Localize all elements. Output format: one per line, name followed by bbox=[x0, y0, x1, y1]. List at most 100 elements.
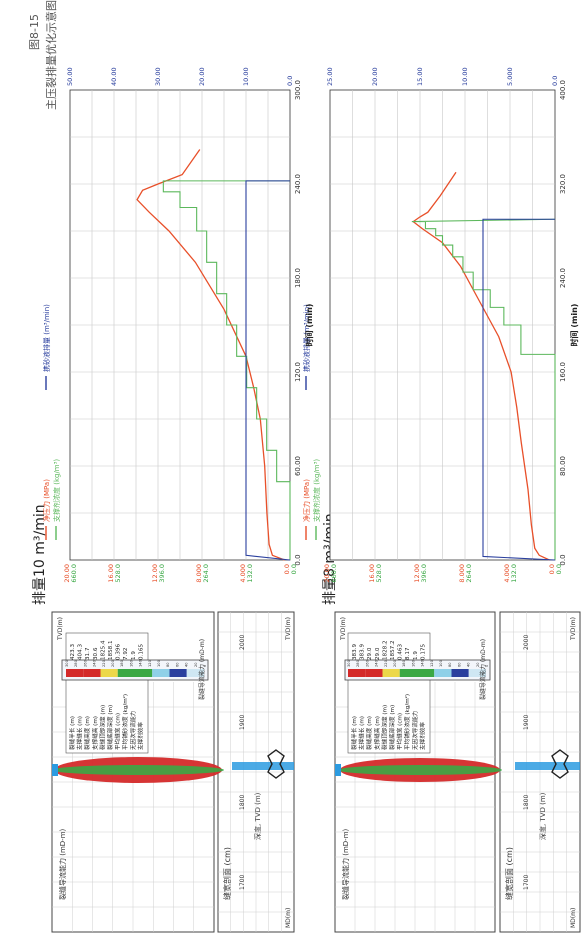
wellbore-marker bbox=[232, 762, 294, 770]
y-tick-label: 16.00 bbox=[368, 564, 376, 583]
stat-value: 0.175 bbox=[420, 644, 426, 660]
stat-value: 31.7 bbox=[85, 647, 91, 660]
colorbar-tick: 200 bbox=[393, 659, 397, 667]
depth-tick: 1900 bbox=[239, 715, 246, 730]
colorbar-tick: 240 bbox=[93, 659, 97, 667]
stat-label: 支撑剂效率 bbox=[136, 722, 144, 750]
series-line bbox=[411, 218, 556, 560]
caption-number: 图8-15 bbox=[28, 14, 41, 50]
colorbar-tick: 80 bbox=[166, 662, 170, 667]
colorbar-tick: 180 bbox=[120, 659, 124, 667]
colorbar-swatch bbox=[417, 669, 435, 677]
y2-tick-label: 40.00 bbox=[110, 67, 118, 86]
stat-value: 1857.2 bbox=[390, 640, 396, 660]
colorbar-swatch bbox=[186, 669, 204, 677]
y-tick-label: 528.0 bbox=[114, 564, 122, 583]
stat-label: 平均缝宽 (cm) bbox=[114, 713, 122, 750]
y-tick-label: 20.00 bbox=[63, 564, 71, 583]
series-line bbox=[136, 149, 285, 561]
legend-label: 净压力 (MPa) bbox=[302, 479, 311, 522]
conductivity-panel: 裂缝导流能力 (mD-m) TVD(m) 裂缝半长 (m) 423.3 支撑缝长 (… bbox=[51, 611, 224, 933]
stat-value: 0.165 bbox=[138, 644, 144, 660]
colorbar-tick: 200 bbox=[111, 659, 115, 667]
x-tick-label: 300.0 bbox=[294, 80, 302, 100]
case-10-rate: 排量10 m³/min 缝宽剖面 (cm) MD(m) TVD(m) 深度, T… bbox=[32, 67, 314, 933]
y2-tick-label: 25.00 bbox=[326, 67, 334, 86]
stat-label: 支撑缝长 (m) bbox=[76, 716, 84, 750]
x-tick-label: 400.0 bbox=[559, 80, 567, 100]
series-line bbox=[482, 218, 556, 561]
x-tick-label: 0.0 bbox=[559, 554, 567, 565]
stat-label: 无因次导流能力 bbox=[129, 710, 137, 750]
fracture-width-profile bbox=[267, 749, 285, 779]
depth-tick: 1800 bbox=[523, 795, 530, 810]
colorbar-tick: 280 bbox=[74, 659, 78, 667]
colorbar-swatch bbox=[169, 669, 187, 677]
x-tick-label: 240.0 bbox=[294, 174, 302, 194]
fracture-width-profile bbox=[551, 749, 569, 779]
y-tick-label: 528.0 bbox=[375, 564, 383, 583]
y-tick-label: 264.0 bbox=[202, 564, 210, 583]
stat-label: 无因次导流能力 bbox=[411, 710, 419, 750]
y-tick-label: 132.0 bbox=[510, 564, 518, 583]
legend-label: 携砂液排量 (m³/min) bbox=[42, 304, 51, 372]
stat-label: 裂缝半长 (m) bbox=[350, 716, 358, 750]
case-title: 排量10 m³/min bbox=[32, 504, 48, 605]
colorbar-swatch bbox=[152, 669, 170, 677]
y2-tick-label: 5.000 bbox=[506, 67, 514, 86]
colorbar-tick: 300 bbox=[347, 659, 351, 667]
x-tick-label: 320.0 bbox=[559, 174, 567, 194]
stat-value: 1828.2 bbox=[382, 640, 388, 660]
stats-table: 裂缝半长 (m) 383.9 支撑缝长 (m) 383.9 裂缝高度 (m) 29.0 支撑… bbox=[347, 632, 431, 754]
figure-caption: 图8-15 主压裂排量优化示意图 bbox=[28, 0, 58, 110]
legend-label: 支撑剂浓度 (kg/m³) bbox=[312, 459, 321, 522]
x-tick-label: 0.0 bbox=[294, 554, 302, 565]
colorbar-tick: 220 bbox=[102, 659, 106, 667]
colorbar-swatch bbox=[100, 669, 118, 677]
colorbar-swatch bbox=[83, 669, 101, 677]
x-tick-label: 160.0 bbox=[559, 362, 567, 382]
depth-tick: 1700 bbox=[239, 875, 246, 890]
colorbar-tick: 240 bbox=[375, 659, 379, 667]
y-tick-label: 396.0 bbox=[420, 564, 428, 583]
depth-axis-label: 深度, TVD (m) bbox=[538, 792, 547, 840]
fracture-width-panel: 缝宽剖面 (cm) MD(m) TVD(m) 深度, TVD (m) 1700 … bbox=[217, 611, 295, 933]
stat-label: 裂缝顶部深度 (m) bbox=[380, 705, 388, 750]
colorbar-tick: 40 bbox=[185, 662, 189, 667]
colorbar: 0 20 40 60 80 100 120 140 160 180 200 220 240 260 280 3… bbox=[347, 659, 489, 677]
colorbar-title: 裂缝导流能力 (mD-m) bbox=[198, 639, 206, 700]
y2-tick-label: 20.00 bbox=[371, 67, 379, 86]
md-label: MD(m) bbox=[570, 908, 577, 928]
colorbar-swatch bbox=[348, 669, 366, 677]
colorbar: 0 20 40 60 80 100 120 140 160 180 200 220 240 260 280 3… bbox=[65, 659, 207, 677]
tvd-label: TVD(m) bbox=[57, 617, 64, 641]
colorbar-tick: 280 bbox=[356, 659, 360, 667]
y2-tick-label: 0.0 bbox=[286, 76, 294, 86]
y-tick-label: 0.0 bbox=[548, 564, 556, 574]
stat-value: 1825.4 bbox=[100, 640, 106, 660]
colorbar-swatch bbox=[399, 669, 417, 677]
stat-label: 平均缝宽 (cm) bbox=[396, 713, 404, 750]
y-tick-label: 4.000 bbox=[503, 564, 511, 583]
y2-tick-label: 30.00 bbox=[154, 67, 162, 86]
y-tick-label: 8.000 bbox=[458, 564, 466, 583]
case-8-rate: 排量8 m³/min 缝宽剖面 (cm) MD(m) TVD(m) 深度, TV… bbox=[302, 67, 581, 933]
colorbar-swatch bbox=[451, 669, 469, 677]
series-line bbox=[162, 180, 291, 560]
colorbar-title: 裂缝导流能力 (mD-m) bbox=[479, 639, 487, 700]
colorbar-tick: 60 bbox=[175, 662, 179, 667]
colorbar-tick: 220 bbox=[384, 659, 388, 667]
stat-label: 裂缝底部深度 (m) bbox=[388, 705, 396, 750]
colorbar-tick: 300 bbox=[65, 659, 69, 667]
colorbar-tick: 140 bbox=[139, 659, 143, 667]
x-tick-label: 80.00 bbox=[559, 456, 567, 476]
wellbore-marker bbox=[335, 764, 341, 776]
colorbar-swatch bbox=[468, 669, 486, 677]
colorbar-tick: 20 bbox=[194, 662, 198, 667]
colorbar-tick: 100 bbox=[439, 659, 443, 667]
tvd-label: TVD(m) bbox=[340, 617, 347, 641]
tvd-label: TVD(m) bbox=[570, 617, 577, 641]
fracture-panel-title: 缝宽剖面 (cm) bbox=[222, 847, 232, 900]
